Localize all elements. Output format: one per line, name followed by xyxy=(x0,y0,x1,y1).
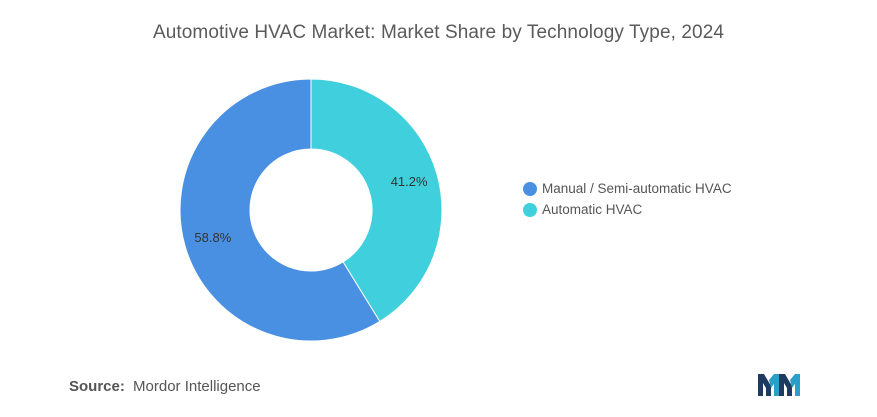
source-text: Mordor Intelligence xyxy=(133,378,261,395)
slice-manual-semi-automatic[interactable] xyxy=(179,78,381,342)
legend-label-manual: Manual / Semi-automatic HVAC xyxy=(542,181,732,196)
source-label: Source: xyxy=(69,378,125,395)
donut-slices xyxy=(179,78,443,342)
legend-item-automatic[interactable]: Automatic HVAC xyxy=(523,199,732,220)
chart-title: Automotive HVAC Market: Market Share by … xyxy=(152,22,725,43)
source-note: Source: Mordor Intelligence xyxy=(69,378,261,395)
slice-label-automatic: 41.2% xyxy=(391,174,428,189)
donut-slice-labels: 41.2% 58.8% xyxy=(194,174,428,245)
chart-legend: Manual / Semi-automatic HVAC Automatic H… xyxy=(523,178,732,220)
legend-item-manual[interactable]: Manual / Semi-automatic HVAC xyxy=(523,178,732,199)
slice-label-manual: 58.8% xyxy=(194,230,231,245)
mordor-intelligence-logo-icon xyxy=(758,374,800,396)
legend-swatch-manual xyxy=(523,181,537,196)
legend-label-automatic: Automatic HVAC xyxy=(542,202,643,217)
slice-automatic[interactable] xyxy=(310,78,443,323)
legend-swatch-automatic xyxy=(523,202,537,217)
